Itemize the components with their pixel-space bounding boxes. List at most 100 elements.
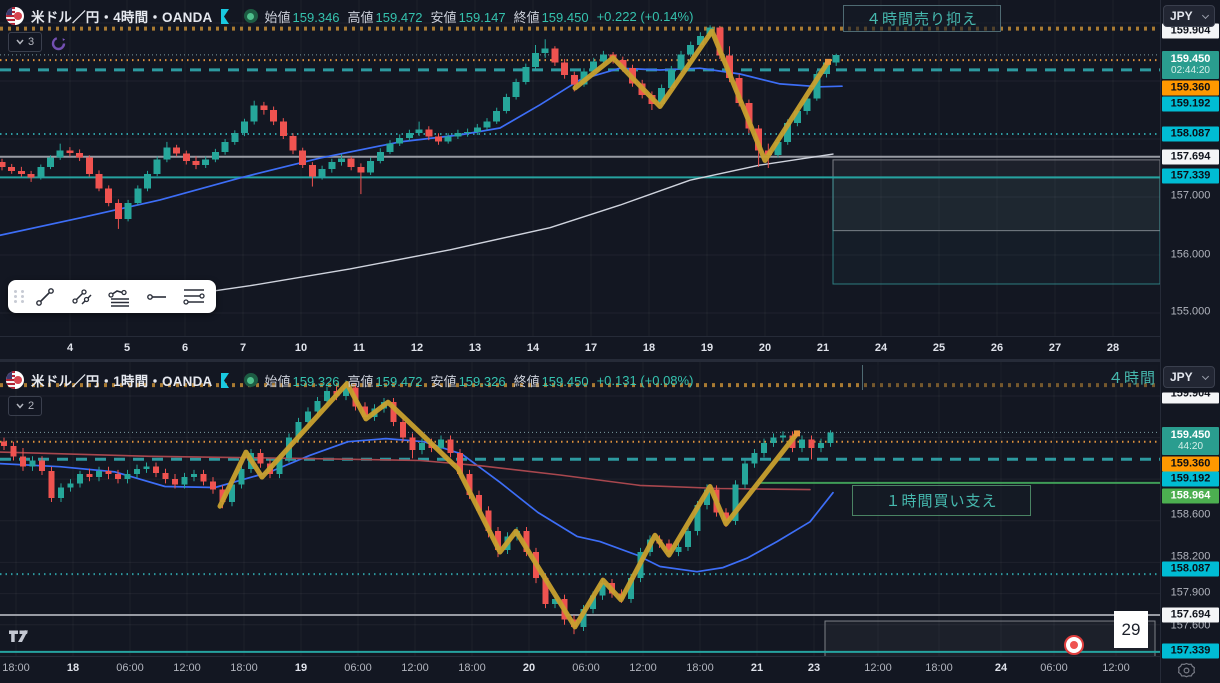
time-tick-label: 19 — [700, 342, 714, 354]
time-tick-label: 28 — [1106, 342, 1120, 354]
price-scale-label: 157.600 — [1170, 619, 1211, 632]
time-tick-label: 25 — [932, 342, 946, 354]
time-tick-label: 18:00 — [2, 662, 30, 674]
price-scale-label: 159.192 — [1162, 471, 1219, 487]
change-value: +0.222 (+0.14%) — [596, 8, 694, 24]
time-tick-label: 7 — [239, 342, 247, 354]
time-tick-label: 12:00 — [1102, 662, 1130, 674]
symbol-title-1h[interactable]: 米ドル／円・1時間・OANDA — [31, 374, 213, 389]
chevron-down-icon — [1201, 11, 1210, 19]
usdjpy-flag-icon — [6, 371, 24, 389]
time-tick-label: 21 — [816, 342, 830, 354]
oanda-logo-icon — [220, 372, 229, 388]
symbol-title-4h[interactable]: 米ドル／円・4時間・OANDA — [31, 10, 213, 25]
time-tick-label: 06:00 — [572, 662, 600, 674]
time-tick-label: 12:00 — [401, 662, 429, 674]
time-tick-label: 24 — [994, 662, 1008, 674]
time-tick-label: 14 — [526, 342, 540, 354]
annotation-4h-sell-resistance[interactable]: ４時間売り抑え — [843, 5, 1001, 32]
pane-header-1h: 米ドル／円・1時間・OANDA 始値 159.326 高値 159.472 安値 15… — [6, 370, 693, 390]
chevron-down-icon — [16, 39, 24, 45]
price-scale-label: 158.087 — [1162, 561, 1219, 577]
ohlc-readout-4h: 始値 159.346 高値 159.472 安値 159.147 終値 159.450 … — [264, 8, 694, 25]
time-axis-1h[interactable]: 18:00 18 06:00 12:00 18:00 19 06:00 12:00 18:00 2… — [0, 656, 1160, 683]
price-scale-label: 159.450 44:20 — [1162, 427, 1219, 455]
indicator-count: 2 — [28, 400, 35, 412]
horizontal-line-tool-icon[interactable] — [139, 282, 174, 311]
price-scale-label: 157.339 — [1162, 643, 1219, 659]
time-tick-label: 26 — [990, 342, 1004, 354]
market-status-icon — [243, 9, 258, 23]
chart-canvas-4h[interactable] — [0, 0, 1160, 336]
price-scale-label: 158.600 — [1170, 508, 1211, 521]
time-tick-label: 06:00 — [344, 662, 372, 674]
time-tick-label: 6 — [181, 342, 189, 354]
time-tick-label: 18:00 — [686, 662, 714, 674]
price-scale-label: 157.339 — [1162, 168, 1219, 184]
toolbar-drag-handle[interactable] — [12, 286, 26, 308]
indicators-toggle-1h[interactable]: 2 — [8, 396, 43, 416]
annotation-4h-resistance-clipped[interactable]: ４時間 — [862, 365, 1158, 390]
usdjpy-flag-icon — [6, 7, 24, 25]
time-tick-label: 17 — [584, 342, 598, 354]
time-tick-label: 24 — [874, 342, 888, 354]
time-axis-4h[interactable]: 4 5 6 7 10 11 12 13 14 17 18 19 20 21 24 25 26 27 28 — [0, 336, 1160, 360]
price-scale-label: 159.450 02:44:20 — [1162, 51, 1219, 79]
time-tick-label: 11 — [353, 342, 365, 354]
fib-retracement-tool-icon[interactable] — [102, 282, 137, 311]
tradingview-logo-icon[interactable] — [8, 627, 36, 645]
drawing-favorites-toolbar — [8, 280, 216, 313]
auto-refresh-icon[interactable] — [50, 35, 67, 52]
panel-divider[interactable] — [0, 359, 1220, 362]
price-scale-label: 157.900 — [1170, 586, 1211, 599]
price-scale-label: 158.200 — [1170, 550, 1211, 563]
price-scale-label: 158.087 — [1162, 126, 1219, 142]
chart-canvas-1h[interactable] — [0, 362, 1160, 656]
time-tick-label: 18:00 — [925, 662, 953, 674]
chevron-down-icon — [16, 403, 24, 409]
time-tick-label: 23 — [807, 662, 821, 674]
currency-label: JPY — [1170, 370, 1193, 384]
currency-label: JPY — [1170, 9, 1193, 23]
record-dot-icon[interactable] — [1064, 635, 1084, 655]
price-scale-label: 157.000 — [1170, 189, 1211, 202]
price-scale-label: 158.964 — [1162, 488, 1219, 504]
time-tick-label: 06:00 — [1040, 662, 1068, 674]
time-tick-label: 20 — [758, 342, 772, 354]
price-scale-label: 155.000 — [1170, 305, 1211, 318]
pane-header-4h: 米ドル／円・4時間・OANDA 始値 159.346 高値 159.472 安値 15… — [6, 6, 693, 26]
time-tick-label: 12:00 — [864, 662, 892, 674]
price-scale-label: 159.904 — [1162, 392, 1219, 404]
time-tick-label: 13 — [468, 342, 482, 354]
price-scale-label: 159.192 — [1162, 96, 1219, 112]
indicators-toggle-4h[interactable]: 3 — [8, 32, 43, 52]
price-scale-label: 156.000 — [1170, 248, 1211, 261]
time-tick-label: 21 — [750, 662, 764, 674]
change-value: +0.131 (+0.08%) — [596, 372, 694, 388]
currency-dropdown-4h[interactable]: JPY — [1163, 5, 1215, 27]
day-counter-badge[interactable]: 29 — [1114, 611, 1148, 648]
parallel-lines-tool-icon[interactable] — [177, 282, 212, 311]
time-tick-label: 06:00 — [116, 662, 144, 674]
price-scale[interactable]: 159.904 159.450 02:44:20 159.360 159.192 158.… — [1160, 0, 1220, 683]
market-status-icon — [243, 373, 258, 387]
price-scale-label: 159.360 — [1162, 456, 1219, 472]
indicator-count: 3 — [28, 36, 35, 48]
trend-line-tool-icon[interactable] — [28, 282, 63, 311]
settings-gear-icon[interactable] — [1178, 662, 1195, 679]
time-tick-label: 5 — [123, 342, 131, 354]
time-tick-label: 4 — [66, 342, 74, 354]
time-tick-label: 18 — [642, 342, 656, 354]
chevron-down-icon — [1201, 372, 1210, 380]
time-tick-label: 10 — [294, 342, 308, 354]
currency-dropdown-1h[interactable]: JPY — [1163, 366, 1215, 388]
time-tick-label: 20 — [522, 662, 536, 674]
price-scale-label: 157.694 — [1162, 607, 1219, 623]
oanda-logo-icon — [220, 8, 229, 24]
time-tick-label: 12 — [410, 342, 424, 354]
time-tick-label: 12:00 — [173, 662, 201, 674]
disjoint-channel-tool-icon[interactable] — [65, 282, 100, 311]
annotation-1h-buy-support[interactable]: １時間買い支え — [852, 485, 1031, 516]
time-tick-label: 18:00 — [458, 662, 486, 674]
